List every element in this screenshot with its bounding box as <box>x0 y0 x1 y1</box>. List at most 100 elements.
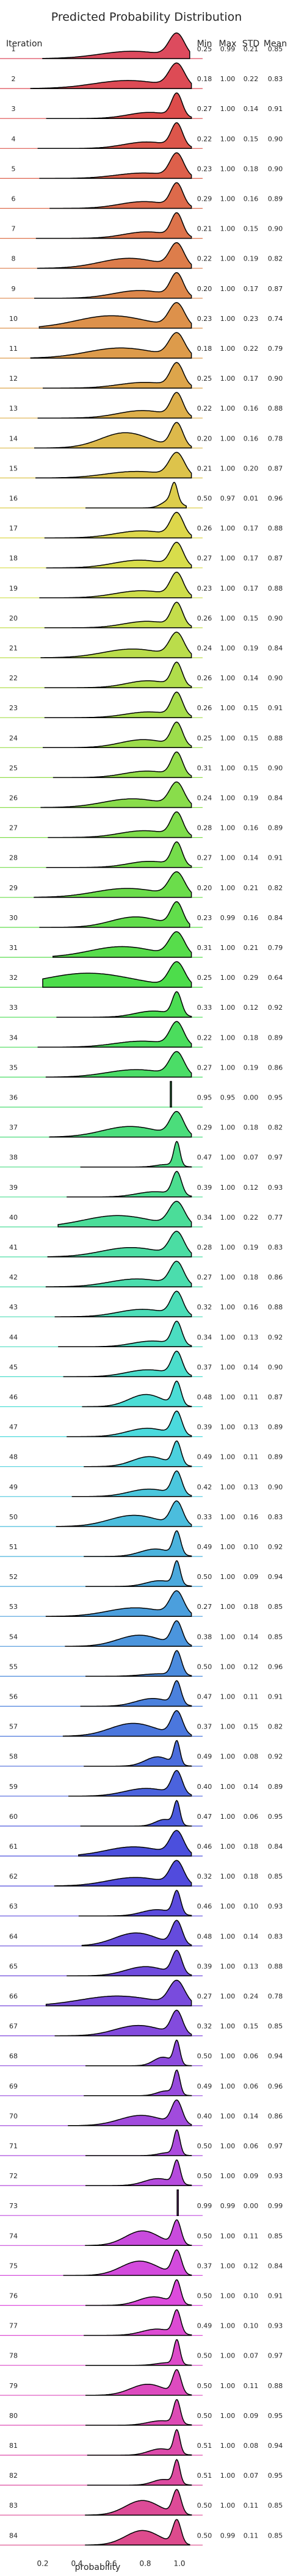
density-ridge <box>30 332 192 359</box>
x-tick-label: 0.8 <box>139 2559 151 2567</box>
stat-std-value: 0.16 <box>244 434 259 442</box>
stat-max-value: 1.00 <box>220 1483 236 1491</box>
stat-std-value: 0.12 <box>244 2262 259 2270</box>
stat-max-value: 1.00 <box>220 1633 236 1641</box>
stat-min-value: 0.27 <box>197 854 212 862</box>
stat-max-value: 1.00 <box>220 1394 236 1401</box>
stat-min-value: 0.29 <box>197 1124 212 1132</box>
stat-std-value: 0.12 <box>244 1184 259 1192</box>
iteration-label: 44 <box>9 1333 18 1341</box>
iteration-label: 50 <box>9 1513 18 1521</box>
density-ridge <box>85 481 187 509</box>
stat-mean-value: 0.95 <box>268 1094 283 1102</box>
stat-min-value: 0.39 <box>197 1423 212 1431</box>
stat-mean-value: 0.93 <box>268 1184 283 1192</box>
stat-mean-value: 0.93 <box>268 2172 283 2180</box>
stat-std-value: 0.21 <box>244 944 259 952</box>
density-ridge <box>67 1949 192 1977</box>
stat-min-value: 0.29 <box>197 195 212 203</box>
iteration-label: 42 <box>9 1273 18 1281</box>
density-ridge <box>46 92 192 119</box>
stat-max-value: 1.00 <box>220 105 236 113</box>
stat-min-value: 0.26 <box>197 614 212 622</box>
stat-std-value: 0.11 <box>244 2232 259 2240</box>
stat-min-value: 0.22 <box>197 135 212 143</box>
stat-min-value: 0.27 <box>197 1063 212 1071</box>
stat-std-value: 0.16 <box>244 1303 259 1311</box>
stat-std-value: 0.17 <box>244 375 259 383</box>
stat-min-value: 0.47 <box>197 1154 212 1162</box>
stat-mean-value: 0.91 <box>268 854 283 862</box>
stat-max-value: 1.00 <box>220 734 236 742</box>
iteration-label: 40 <box>9 1214 18 1221</box>
stat-max-value: 1.00 <box>220 2023 236 2031</box>
iteration-label: 75 <box>9 2262 18 2270</box>
stat-std-value: 0.16 <box>244 824 259 832</box>
iteration-label: 31 <box>9 944 18 952</box>
stat-std-value: 0.18 <box>244 1873 259 1880</box>
stat-std-value: 0.16 <box>244 195 259 203</box>
iteration-label: 25 <box>9 764 18 772</box>
stat-std-value: 0.11 <box>244 2531 259 2539</box>
density-ridge <box>56 991 192 1018</box>
stat-mean-value: 0.87 <box>268 464 283 472</box>
stat-max-value: 1.00 <box>220 75 236 83</box>
stat-mean-value: 0.87 <box>268 555 283 563</box>
stat-mean-value: 0.82 <box>268 1723 283 1731</box>
stat-max-value: 1.00 <box>220 1034 236 1042</box>
density-ridge <box>87 2428 192 2456</box>
stat-mean-value: 0.88 <box>268 525 283 533</box>
stat-mean-value: 0.84 <box>268 794 283 802</box>
stat-max-value: 1.00 <box>220 2382 236 2390</box>
stat-min-value: 0.21 <box>197 225 212 233</box>
stat-mean-value: 0.92 <box>268 1753 283 1761</box>
stat-mean-value: 0.91 <box>268 704 283 712</box>
stat-max-value: 1.00 <box>220 1063 236 1071</box>
stat-max-value: 1.00 <box>220 1184 236 1192</box>
density-ridge <box>87 2459 192 2486</box>
iteration-label: 19 <box>9 585 18 592</box>
density-ridge <box>39 901 190 928</box>
stat-max-value: 1.00 <box>220 1363 236 1371</box>
iteration-label: 38 <box>9 1154 18 1162</box>
stat-std-value: 0.19 <box>244 1243 259 1251</box>
stat-min-value: 0.34 <box>197 1214 212 1221</box>
density-ridge <box>84 2309 192 2336</box>
stat-std-value: 0.29 <box>244 974 259 982</box>
stat-max-value: 1.00 <box>220 824 236 832</box>
density-ridge <box>42 961 192 988</box>
stat-mean-value: 0.84 <box>268 2262 283 2270</box>
stat-std-value: 0.14 <box>244 854 259 862</box>
stat-std-value: 0.21 <box>244 45 259 53</box>
iteration-label: 10 <box>9 315 18 323</box>
stat-max-value: 1.00 <box>220 1932 236 1940</box>
iteration-label: 34 <box>9 1034 18 1042</box>
stat-mean-value: 0.92 <box>268 1004 283 1012</box>
stat-mean-value: 0.85 <box>268 45 283 53</box>
stat-max-value: 1.00 <box>220 2442 236 2450</box>
density-ridge <box>85 2339 192 2366</box>
stat-std-value: 0.00 <box>244 2202 259 2210</box>
stat-mean-value: 0.90 <box>268 375 283 383</box>
stat-max-value: 1.00 <box>220 405 236 412</box>
iteration-label: 39 <box>9 1184 18 1192</box>
stat-min-value: 0.34 <box>197 1333 212 1341</box>
stat-min-value: 0.24 <box>197 644 212 652</box>
stat-mean-value: 0.97 <box>268 2142 283 2150</box>
density-ridge <box>58 1320 192 1348</box>
stat-max-value: 1.00 <box>220 255 236 263</box>
stat-min-value: 0.32 <box>197 1303 212 1311</box>
stat-min-value: 0.20 <box>197 434 212 442</box>
stat-min-value: 0.28 <box>197 824 212 832</box>
density-ridge <box>45 1979 192 2007</box>
stat-max-value: 1.00 <box>220 1333 236 1341</box>
iteration-label: 15 <box>9 464 18 472</box>
iteration-label: 22 <box>9 674 18 682</box>
stat-min-value: 0.50 <box>197 2292 212 2300</box>
stat-max-value: 1.00 <box>220 375 236 383</box>
stat-mean-value: 0.97 <box>268 1154 283 1162</box>
stat-mean-value: 0.64 <box>268 974 283 982</box>
stat-std-value: 0.07 <box>244 1154 259 1162</box>
iteration-label: 3 <box>12 105 16 113</box>
iteration-label: 49 <box>9 1483 18 1491</box>
